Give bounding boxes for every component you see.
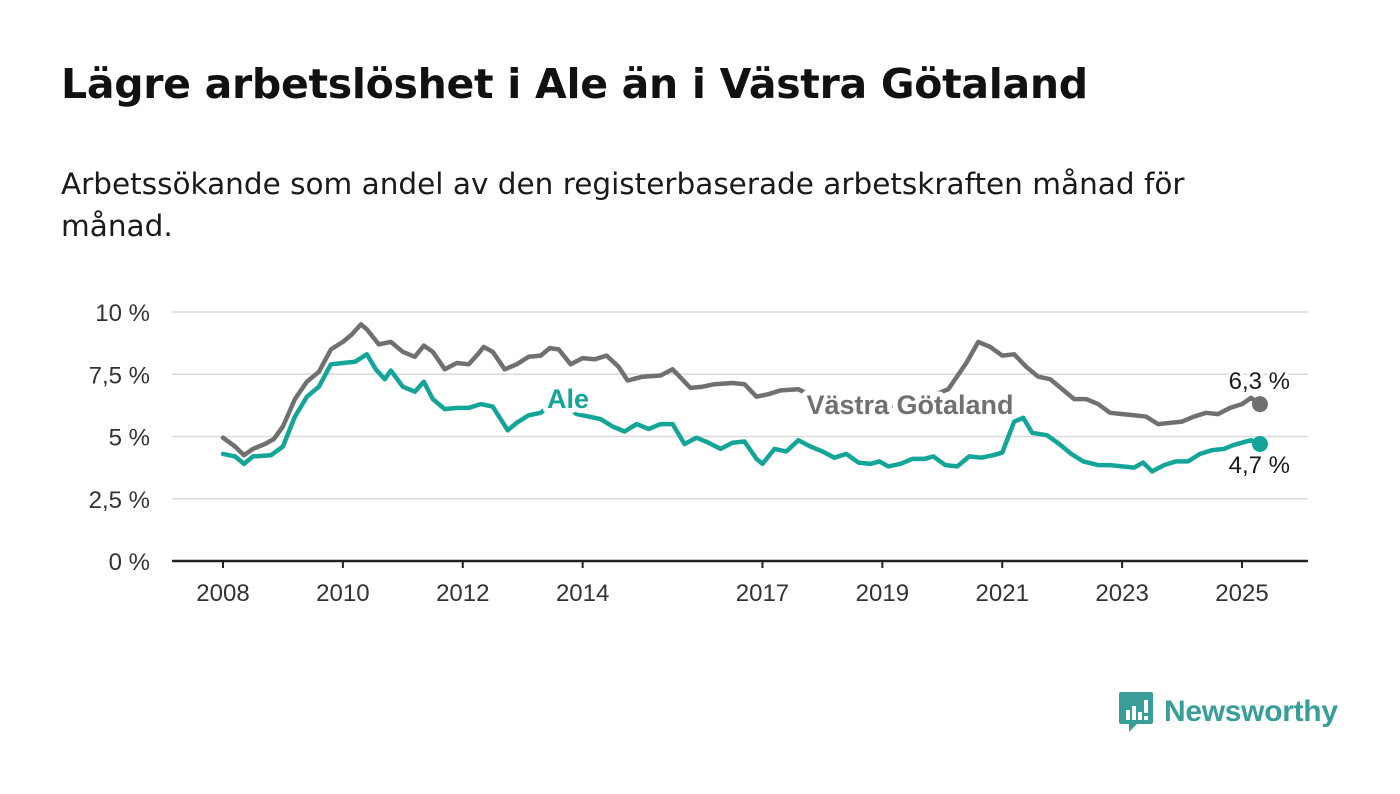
series-line-v-stra-g-taland xyxy=(220,322,1263,458)
y-tick-label: 5 % xyxy=(109,425,150,452)
series-end-dot-ale xyxy=(1251,435,1268,452)
x-tick-label: 2010 xyxy=(316,580,369,607)
series-line-ale xyxy=(220,352,1263,474)
series-label-ale: Ale xyxy=(547,384,589,414)
x-tick-label: 2019 xyxy=(856,580,909,607)
series-label-v-stra-g-taland: Västra Götaland xyxy=(806,390,1013,420)
y-tick-label: 0 % xyxy=(109,549,150,576)
series-lines xyxy=(220,322,1268,474)
y-axis-tick-labels: 0 % 2,5 % 5 % 7,5 % 10 % xyxy=(89,300,150,576)
y-tick-label: 2,5 % xyxy=(89,487,150,514)
chart-subtitle: Arbetssökande som andel av den registerb… xyxy=(61,167,1185,243)
x-tick-label: 2023 xyxy=(1095,580,1148,607)
x-tick-label: 2025 xyxy=(1215,580,1268,607)
grid-lines xyxy=(172,311,1308,563)
x-tick-label: 2012 xyxy=(436,580,489,607)
x-tick-label: 2021 xyxy=(976,580,1029,607)
series-end-dot-v-stra-g-taland xyxy=(1251,396,1268,413)
y-tick-label: 10 % xyxy=(95,300,150,327)
end-value-label: 4,7 % xyxy=(1229,452,1290,479)
x-tick-label: 2008 xyxy=(196,580,249,607)
x-tick-label: 2017 xyxy=(736,580,789,607)
series-labels: Ale Västra Götaland 6,3 % 4,7 % xyxy=(542,365,1293,482)
y-tick-label: 7,5 % xyxy=(89,362,150,389)
x-axis-ticks: 2008 2010 2012 2014 2017 2019 2021 2023 2025 xyxy=(196,561,1269,607)
brand-name: Newsworthy xyxy=(1164,695,1338,728)
newsworthy-logo-icon xyxy=(1119,692,1153,732)
newsworthy-logo: Newsworthy xyxy=(1118,690,1338,734)
chart-title: Lägre arbetslöshet i Ale än i Västra Göt… xyxy=(61,60,1088,108)
x-tick-label: 2014 xyxy=(556,580,609,607)
end-value-label: 6,3 % xyxy=(1229,368,1290,395)
